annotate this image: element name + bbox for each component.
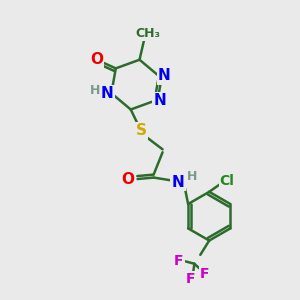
Text: Cl: Cl xyxy=(220,173,235,188)
Text: S: S xyxy=(136,123,147,138)
Text: F: F xyxy=(200,267,209,281)
Text: N: N xyxy=(154,93,166,108)
Text: O: O xyxy=(121,172,134,187)
Text: F: F xyxy=(174,254,184,268)
Text: H: H xyxy=(90,84,100,97)
Text: N: N xyxy=(172,175,184,190)
Text: F: F xyxy=(186,272,196,286)
Text: H: H xyxy=(187,169,197,183)
Text: CH₃: CH₃ xyxy=(135,27,160,40)
Text: N: N xyxy=(158,68,171,83)
Text: N: N xyxy=(100,86,113,101)
Text: O: O xyxy=(90,52,103,67)
